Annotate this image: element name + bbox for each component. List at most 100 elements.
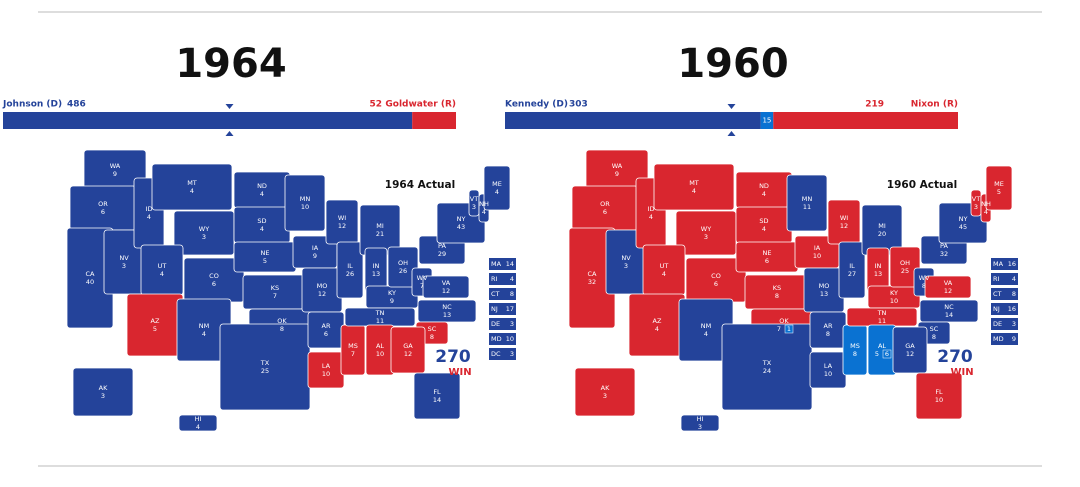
state-votes: 5 [997,188,1001,196]
state-abbr: OK [277,317,287,325]
state-abbr: IA [312,244,319,252]
state [284,174,326,232]
state-votes: 9 [113,170,117,178]
state-votes: 3 [603,392,607,400]
state [786,174,828,232]
logo-number: 270 [937,347,973,367]
logo-text: WIN [448,367,471,378]
state-votes: 24 [763,367,771,375]
state-abbr: OH [900,259,910,267]
state-votes: 4 [649,213,653,221]
state-abbr: IA [814,244,821,252]
state-votes: 3 [704,233,708,241]
segment-votes: 15 [762,117,771,125]
state-abbr: MS [348,342,358,350]
state-votes: 4 [190,187,194,195]
bar-segment [773,112,958,129]
state-abbr: CA [86,270,96,278]
state [178,414,218,432]
state [919,299,979,323]
map-label: 1964 Actual [385,179,455,191]
state-votes: 7 [351,350,355,358]
state-abbr: PA [438,242,447,250]
state-abbr: NV [119,254,129,262]
state-abbr: GA [403,342,413,350]
state [483,165,511,211]
bar-segment [760,112,774,129]
state [417,299,477,323]
state-abbr: PA [940,242,949,250]
state-abbr: OR [600,200,610,208]
split-box [784,324,794,334]
small-state [489,258,516,270]
small-state [991,333,1018,345]
state-votes: 8 [430,333,434,341]
state-abbr: NM [701,322,711,330]
state-votes: 6 [101,208,105,216]
state-abbr: WI [338,214,346,222]
state-votes: 45 [959,223,967,231]
small-state-votes: 4 [510,275,514,283]
small-state-abbr: NJ [993,305,1000,313]
state-abbr: AK [601,384,610,392]
state [985,165,1013,211]
small-state-votes: 3 [1012,320,1016,328]
state-abbr: OH [398,259,408,267]
state-votes: 4 [160,270,164,278]
state-votes: 4 [196,423,200,431]
small-state-abbr: DE [491,320,500,328]
state-votes: 10 [376,350,384,358]
state-abbr: MS [850,342,860,350]
state-votes: 4 [202,330,206,338]
candidate-name: Nixon (R) [911,100,958,110]
state-abbr: WI [840,214,848,222]
state-votes: 5 [153,325,157,333]
state-abbr: WV [919,274,930,282]
state-abbr: WA [612,162,623,170]
state-votes: 3 [624,262,628,270]
state-abbr: MN [300,195,311,203]
state-abbr: LA [824,362,833,370]
midpoint-marker [727,104,736,109]
state-votes: 11 [803,203,811,211]
state-abbr: NE [763,249,772,257]
state-votes: 9 [615,170,619,178]
state-abbr: VT [972,195,980,203]
state-abbr: AR [824,322,833,330]
state-votes: 12 [906,350,914,358]
small-state-votes: 8 [1012,290,1016,298]
state [574,367,636,417]
state [889,246,921,288]
state-votes: 26 [346,270,354,278]
state [387,246,419,288]
state-abbr: HI [195,415,202,423]
state-votes: 10 [813,252,821,260]
state-votes: 3 [698,423,702,431]
state-votes: 14 [433,396,441,404]
state [422,275,470,299]
state-votes: 10 [322,370,330,378]
small-state [991,288,1018,300]
state-abbr: SD [257,217,266,225]
state-abbr: SC [930,325,939,333]
state-votes: 5 [875,350,879,358]
state-votes: 4 [260,190,264,198]
state-abbr: SD [759,217,768,225]
state-votes: 8 [280,325,284,333]
small-state-abbr: MA [993,260,1004,268]
state-votes: 4 [495,188,499,196]
state-abbr: NE [261,249,270,257]
candidate-name: Goldwater (R) [385,100,456,110]
state [336,241,364,299]
state-votes: 29 [438,250,446,258]
state-abbr: IN [875,262,882,270]
small-state-abbr: CT [993,290,1002,298]
state-abbr: WA [110,162,121,170]
small-state-abbr: MD [491,335,502,343]
state-votes: 20 [878,230,886,238]
candidate-name: Johnson (D) [2,100,62,110]
logo-text: WIN [950,367,973,378]
state [390,326,426,374]
small-state-votes: 17 [506,305,514,313]
